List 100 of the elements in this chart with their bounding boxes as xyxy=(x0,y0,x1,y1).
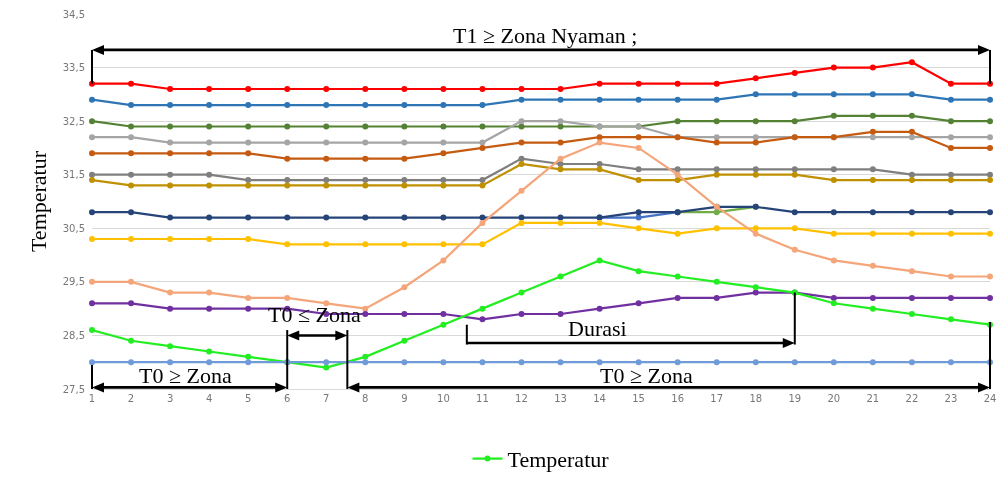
point xyxy=(128,337,135,344)
point xyxy=(596,305,603,312)
point xyxy=(167,343,174,350)
point xyxy=(167,305,174,312)
point xyxy=(245,102,252,109)
point xyxy=(557,86,564,92)
point xyxy=(323,364,330,371)
point xyxy=(947,316,954,323)
point xyxy=(713,134,720,141)
point xyxy=(479,123,486,130)
point xyxy=(830,294,837,301)
point xyxy=(401,241,408,248)
point xyxy=(674,171,681,178)
point xyxy=(245,123,252,130)
point xyxy=(596,166,603,173)
point xyxy=(869,128,876,135)
point xyxy=(362,86,369,92)
point xyxy=(674,177,681,184)
point xyxy=(401,311,408,317)
point xyxy=(674,230,681,237)
point xyxy=(284,123,291,130)
point xyxy=(362,102,369,109)
point xyxy=(401,359,408,366)
point xyxy=(752,134,759,141)
point xyxy=(674,166,681,173)
point xyxy=(869,64,876,71)
point xyxy=(518,86,525,92)
point xyxy=(440,182,447,189)
point xyxy=(401,337,408,344)
point xyxy=(89,278,95,285)
point xyxy=(440,257,447,264)
point xyxy=(89,177,95,184)
point xyxy=(713,171,720,178)
point xyxy=(440,102,447,109)
point xyxy=(635,96,642,103)
x-tick-label: 12 xyxy=(515,393,528,404)
point xyxy=(401,102,408,109)
point xyxy=(752,284,759,291)
point xyxy=(518,289,525,296)
point xyxy=(947,144,954,151)
point xyxy=(284,102,291,109)
point xyxy=(791,69,798,76)
point xyxy=(128,171,135,178)
point xyxy=(791,246,798,253)
x-tick-label: 5 xyxy=(244,393,252,404)
annotation: T1 ≥ Zona Nyaman ; xyxy=(453,23,638,48)
point xyxy=(440,177,447,184)
point xyxy=(479,177,486,184)
point xyxy=(830,209,837,216)
point xyxy=(830,300,837,307)
point xyxy=(947,230,954,237)
point xyxy=(245,353,252,360)
point xyxy=(323,177,330,184)
point xyxy=(908,59,915,66)
point xyxy=(791,225,798,232)
point xyxy=(206,123,213,130)
x-tick-label: 17 xyxy=(710,393,724,404)
point xyxy=(284,294,291,301)
point xyxy=(518,96,525,103)
annotation: T0 ≥ Zona xyxy=(600,363,693,388)
point xyxy=(518,161,525,167)
point xyxy=(440,86,447,92)
x-tick-label: 13 xyxy=(554,393,567,404)
point xyxy=(908,128,915,135)
point xyxy=(518,118,525,125)
point xyxy=(752,225,759,232)
point xyxy=(752,91,759,98)
point xyxy=(869,112,876,119)
point xyxy=(323,241,330,248)
point xyxy=(479,219,486,226)
point xyxy=(362,182,369,189)
point xyxy=(245,305,252,312)
point xyxy=(323,214,330,221)
point xyxy=(245,177,252,184)
point xyxy=(557,96,564,103)
point xyxy=(987,230,993,237)
point xyxy=(479,241,486,248)
point xyxy=(245,359,252,366)
point xyxy=(401,284,408,291)
point xyxy=(128,123,135,130)
point xyxy=(830,177,837,184)
y-tick-label: 31,5 xyxy=(62,169,85,181)
point xyxy=(713,80,720,87)
point xyxy=(128,134,135,141)
point xyxy=(869,305,876,312)
point xyxy=(869,91,876,98)
x-tick-label: 8 xyxy=(362,393,369,404)
point xyxy=(557,214,564,221)
point xyxy=(908,209,915,216)
point xyxy=(245,150,252,157)
point xyxy=(206,171,213,178)
point xyxy=(479,139,486,146)
point xyxy=(128,209,135,216)
point xyxy=(284,177,291,184)
point xyxy=(128,150,135,157)
point xyxy=(947,273,954,280)
point xyxy=(635,80,642,87)
point xyxy=(518,219,525,226)
point xyxy=(908,177,915,184)
x-tick-label: 14 xyxy=(593,393,606,404)
